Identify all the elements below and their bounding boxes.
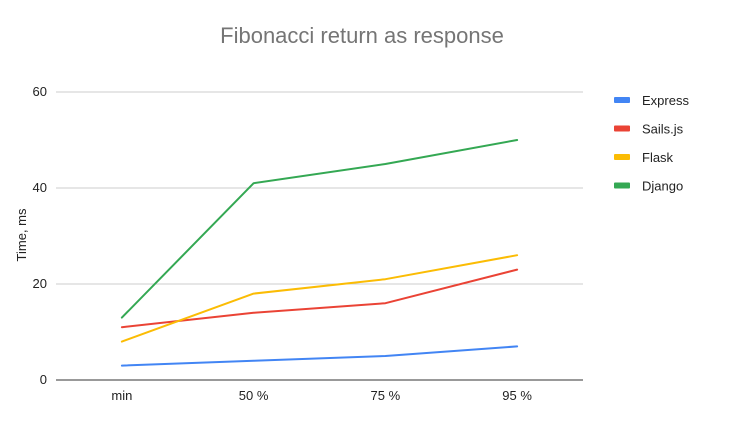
x-tick-label: 75 % — [371, 388, 401, 403]
legend: Express Sails.js Flask Django — [614, 93, 689, 194]
legend-swatch — [614, 97, 630, 103]
series-line-django — [120, 139, 519, 319]
legend-label: Flask — [642, 150, 674, 165]
x-tick-label: min — [111, 388, 132, 403]
y-tick-label: 60 — [33, 84, 47, 99]
legend-swatch — [614, 154, 630, 160]
legend-label: Django — [642, 179, 683, 194]
y-axis-label: Time, ms — [14, 208, 29, 261]
x-axis-ticks: min 50 % 75 % 95 % — [111, 388, 532, 403]
gridlines — [56, 91, 583, 381]
legend-label: Sails.js — [642, 122, 684, 137]
series-line-express — [120, 345, 519, 367]
legend-label: Express — [642, 93, 689, 108]
x-tick-label: 95 % — [502, 388, 532, 403]
y-tick-label: 0 — [40, 372, 47, 387]
y-tick-label: 20 — [33, 276, 47, 291]
series-lines — [120, 139, 519, 367]
chart-title: Fibonacci return as response — [220, 23, 504, 48]
series-line-sails-js — [120, 268, 519, 329]
y-axis-ticks: 0 20 40 60 — [33, 84, 47, 387]
x-tick-label: 50 % — [239, 388, 269, 403]
y-tick-label: 40 — [33, 180, 47, 195]
legend-swatch — [614, 125, 630, 132]
series-line-flask — [120, 254, 519, 343]
legend-swatch — [614, 182, 630, 189]
